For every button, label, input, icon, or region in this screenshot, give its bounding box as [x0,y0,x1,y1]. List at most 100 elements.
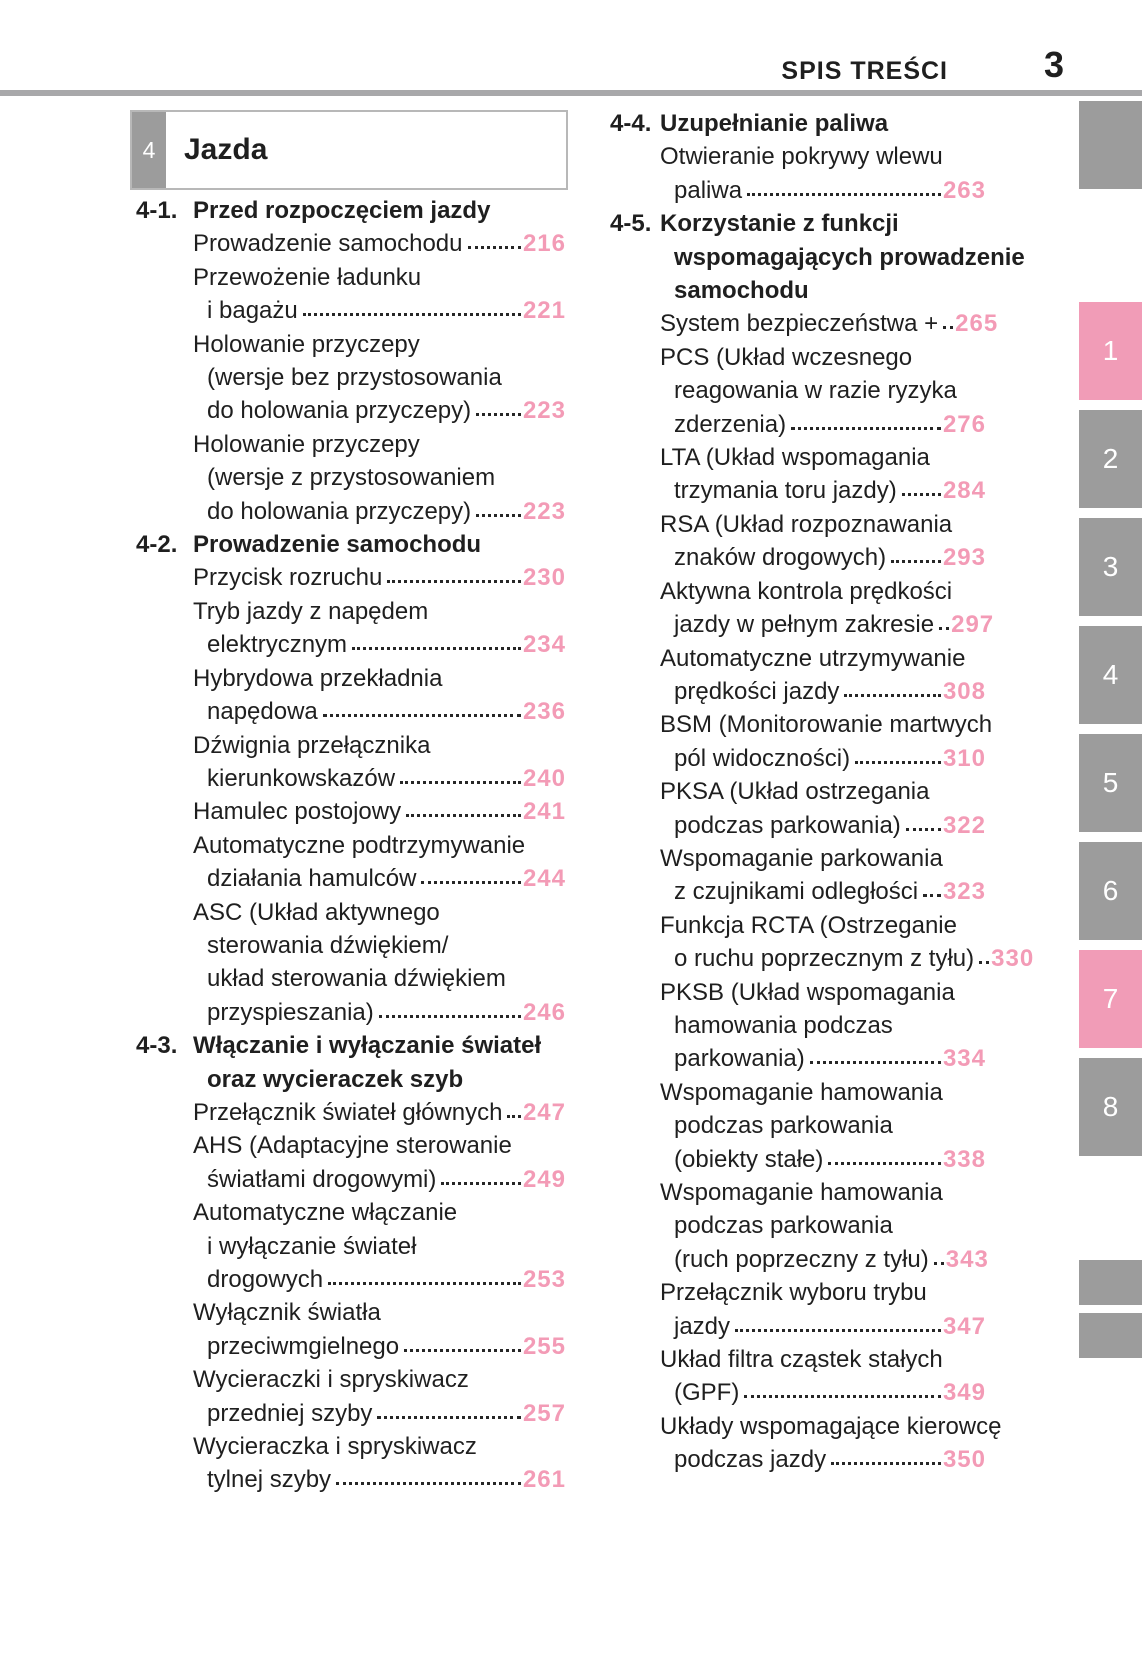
entry-line: Holowanie przyczepy [193,330,420,358]
toc-entry[interactable]: Przełącznik wyboru trybu jazdy 347 [610,1276,986,1343]
entry-line: sterowania dźwiękiem/ [207,931,449,959]
dot-leader [809,1061,941,1065]
entry-page-number: 347 [942,1312,986,1340]
entry-line: działania hamulców 244 [136,862,566,895]
section-heading: 4-5. Korzystanie z funkcji [610,207,986,240]
side-tab-3[interactable]: 3 [1079,518,1142,616]
dot-leader [939,627,950,631]
toc-entry[interactable]: Układ filtra cząstek stałych (GPF) 349 [610,1343,986,1410]
dot-leader [933,1261,944,1265]
toc-entry[interactable]: PKSB (Układ wspomagania hamowania podczas… [610,976,986,1076]
entry-line: drogowych 253 [136,1263,566,1296]
entry-line: (obiekty stałe) 338 [610,1143,986,1176]
toc-entry[interactable]: LTA (Układ wspomagania trzymania toru jaz… [610,441,986,508]
dot-leader [791,426,941,430]
toc-entry[interactable]: Przewożenie ładunku i bagażu 221 [136,261,566,328]
entry-text: podczas parkowania) [674,811,901,839]
dot-leader [855,760,941,764]
entry-text: tylnej szyby [207,1466,332,1494]
dot-leader [387,580,521,584]
entry-line: parkowania) 334 [610,1042,986,1075]
entry-line: przeciwmgielnego 255 [136,1330,566,1363]
toc-entry[interactable]: Holowanie przyczepy (wersje bez przystoso… [136,328,566,428]
dot-leader [377,1415,521,1419]
dot-leader [905,827,941,831]
entry-page-number: 241 [522,798,566,826]
entry-line: Tryb jazdy z napędem [193,597,429,625]
toc-entry[interactable]: BSM (Monitorowanie martwych pól widocznoś… [610,708,993,775]
chapter-box: 4 Jazda [130,110,568,190]
toc-column-left: 4-1. Przed rozpoczęciem jazdy Prowadzenie … [136,194,566,1497]
toc-entry[interactable]: Funkcja RCTA (Ostrzeganie o ruchu poprzec… [610,909,1033,976]
side-tab-8[interactable]: 8 [1079,1058,1142,1156]
toc-entry[interactable]: Hybrydowa przekładnia napędowa 236 [136,662,566,729]
toc-entry[interactable]: Wyłącznik światła przeciwmgielnego 255 [136,1296,566,1363]
toc-entry[interactable]: RSA (Układ rozpoznawania znaków drogowych… [610,508,986,575]
entry-line: Wspomaganie parkowania [660,844,943,872]
toc-entry[interactable]: Dźwignia przełącznika kierunkowskazów 240 [136,729,566,796]
entry-line: PKSB (Układ wspomagania [660,978,955,1006]
toc-entry[interactable]: PCS (Układ wczesnego reagowania w razie r… [610,341,986,441]
side-tab-7[interactable]: 7 [1079,950,1142,1048]
toc-entry[interactable]: Holowanie przyczepy (wersje z przystosowa… [136,428,566,528]
entry-line: Automatyczne utrzymywanie [660,644,966,672]
entry-line: Wycieraczki i spryskiwacz [193,1366,469,1394]
entry-line: podczas parkowania [674,1112,893,1140]
toc-entry[interactable]: Aktywna kontrola prędkości jazdy w pełnym… [610,575,993,642]
entry-text: pól widoczności) [674,744,851,772]
toc-entry[interactable]: Automatyczne włączanie i wyłączanie świat… [136,1196,566,1296]
entry-line: do holowania przyczepy) 223 [136,394,566,427]
toc-entry[interactable]: Wspomaganie hamowania podczas parkowania (… [610,1076,986,1176]
toc-entry[interactable]: Automatyczne utrzymywanie prędkości jazdy… [610,642,986,709]
section-title-cont: oraz wycieraczek szyb [207,1065,464,1093]
toc-entry[interactable]: Przycisk rozruchu 230 [136,561,566,594]
entry-line: i bagażu 221 [136,294,566,327]
entry-line: PKSA (Układ ostrzegania [660,778,930,806]
entry-text: napędowa [207,698,318,726]
toc-entry[interactable]: ASC (Układ aktywnego sterowania dźwiękiem… [136,896,566,1030]
side-tab-5[interactable]: 5 [1079,734,1142,832]
toc-entry[interactable]: Otwieranie pokrywy wlewu paliwa 263 [610,140,986,207]
entry-text: znaków drogowych) [674,544,887,572]
toc-entry[interactable]: Hamulec postojowy 241 [136,795,566,828]
entry-text: Hamulec postojowy [193,798,402,826]
toc-entry[interactable]: Automatyczne podtrzymywanie działania ham… [136,829,566,896]
section-heading: 4-2. Prowadzenie samochodu [136,528,566,561]
entry-line: RSA (Układ rozpoznawania [660,510,953,538]
entry-page-number: 343 [945,1245,989,1273]
toc-entry[interactable]: Wycieraczki i spryskiwacz przedniej szyby… [136,1363,566,1430]
section-heading: 4-4. Uzupełnianie paliwa [610,107,986,140]
toc-entry[interactable]: Układy wspomagające kierowcę podczas jazd… [610,1410,1001,1477]
side-tab-6[interactable]: 6 [1079,842,1142,940]
entry-page-number: 265 [955,310,999,338]
toc-entry[interactable]: AHS (Adaptacyjne sterowanie światłami dro… [136,1129,566,1196]
entry-text: jazdy w pełnym zakresie [674,611,935,639]
entry-line: (wersje bez przystosowania [207,364,502,392]
toc-entry[interactable]: Przełącznik świateł głównych 247 [136,1096,566,1129]
entry-line: kierunkowskazów 240 [136,762,566,795]
entry-page-number: 221 [522,297,566,325]
dot-leader [943,326,954,330]
entry-line: znaków drogowych) 293 [610,541,986,574]
toc-section: 4-4. Uzupełnianie paliwa Otwieranie pokryw… [610,107,986,207]
side-tab-2[interactable]: 2 [1079,410,1142,508]
toc-entry[interactable]: PKSA (Układ ostrzegania podczas parkowani… [610,775,986,842]
toc-entry[interactable]: Wspomaganie parkowania z czujnikami odleg… [610,842,986,909]
side-tab-blank-bottom-2 [1079,1313,1142,1358]
entry-text: parkowania) [674,1045,805,1073]
toc-entry[interactable]: Wspomaganie hamowania podczas parkowania (… [610,1176,989,1276]
toc-entry[interactable]: Wycieraczka i spryskiwacz tylnej szyby 261 [136,1430,566,1497]
entry-line: Wycieraczka i spryskiwacz [193,1433,477,1461]
side-tab-1[interactable]: 1 [1079,302,1142,400]
dot-leader [467,246,521,250]
entry-line: BSM (Monitorowanie martwych [660,711,993,739]
toc-entry[interactable]: Prowadzenie samochodu 216 [136,227,566,260]
entry-page-number: 263 [942,176,986,204]
toc-entry[interactable]: Tryb jazdy z napędem elektrycznym 234 [136,595,566,662]
entry-page-number: 257 [522,1399,566,1427]
entry-text: Przełącznik świateł głównych [193,1098,503,1126]
toc-entry[interactable]: System bezpieczeństwa + 265 [610,307,997,340]
dot-leader [891,560,941,564]
entry-line: światłami drogowymi) 249 [136,1163,566,1196]
side-tab-4[interactable]: 4 [1079,626,1142,724]
